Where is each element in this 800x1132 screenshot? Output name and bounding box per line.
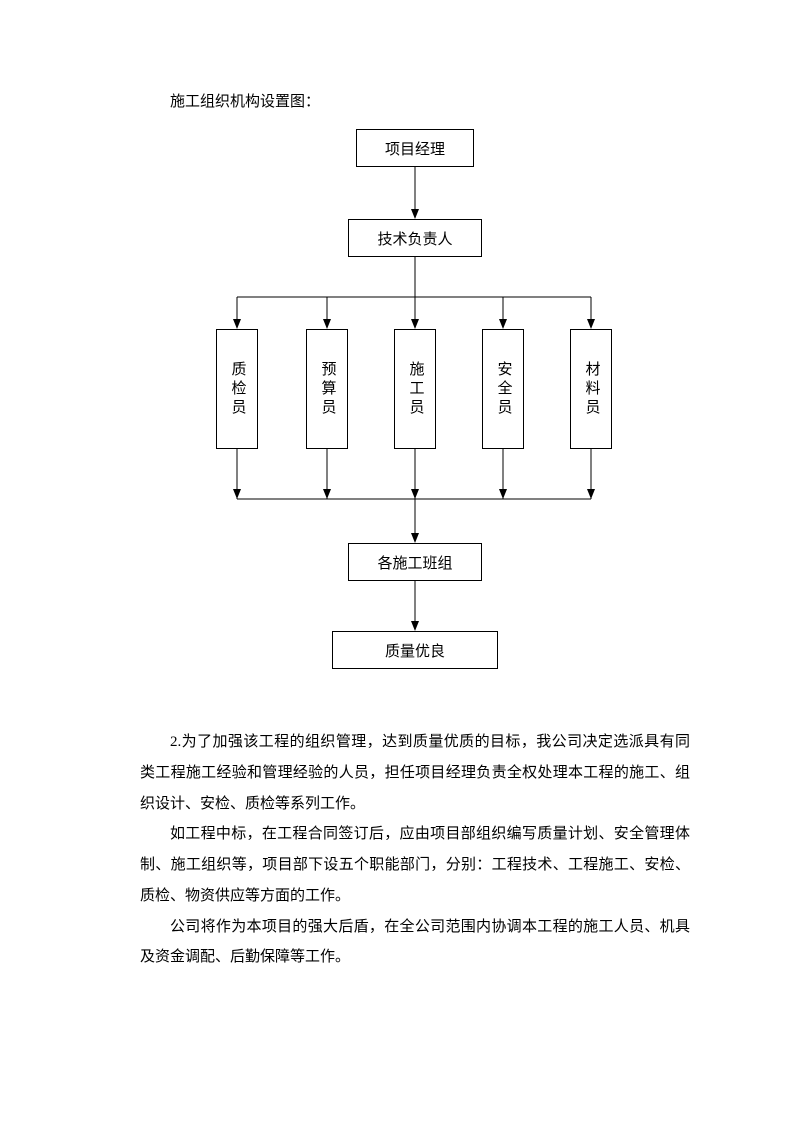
- body-text: 2.为了加强该工程的组织管理，达到质量优质的目标，我公司决定选派具有同类工程施工…: [140, 727, 690, 973]
- org-chart: 项目经理技术负责人质检员 预算员 施工员 安全员 材料员各施工班组质量优良: [200, 129, 630, 699]
- chart-node: 预算员: [306, 329, 348, 449]
- paragraph: 公司将作为本项目的强大后盾，在全公司范围内协调本工程的施工人员、机具及资金调配、…: [140, 912, 690, 974]
- page-title: 施工组织机构设置图：: [140, 90, 690, 111]
- chart-node: 质检员: [216, 329, 258, 449]
- chart-node: 施工员: [394, 329, 436, 449]
- chart-node: 安全员: [482, 329, 524, 449]
- chart-node: 质量优良: [332, 631, 498, 669]
- chart-node: 各施工班组: [348, 543, 482, 581]
- chart-node: 材料员: [570, 329, 612, 449]
- paragraph: 2.为了加强该工程的组织管理，达到质量优质的目标，我公司决定选派具有同类工程施工…: [140, 727, 690, 819]
- chart-node: 项目经理: [356, 129, 474, 167]
- paragraph: 如工程中标，在工程合同签订后，应由项目部组织编写质量计划、安全管理体制、施工组织…: [140, 819, 690, 911]
- chart-node: 技术负责人: [348, 219, 482, 257]
